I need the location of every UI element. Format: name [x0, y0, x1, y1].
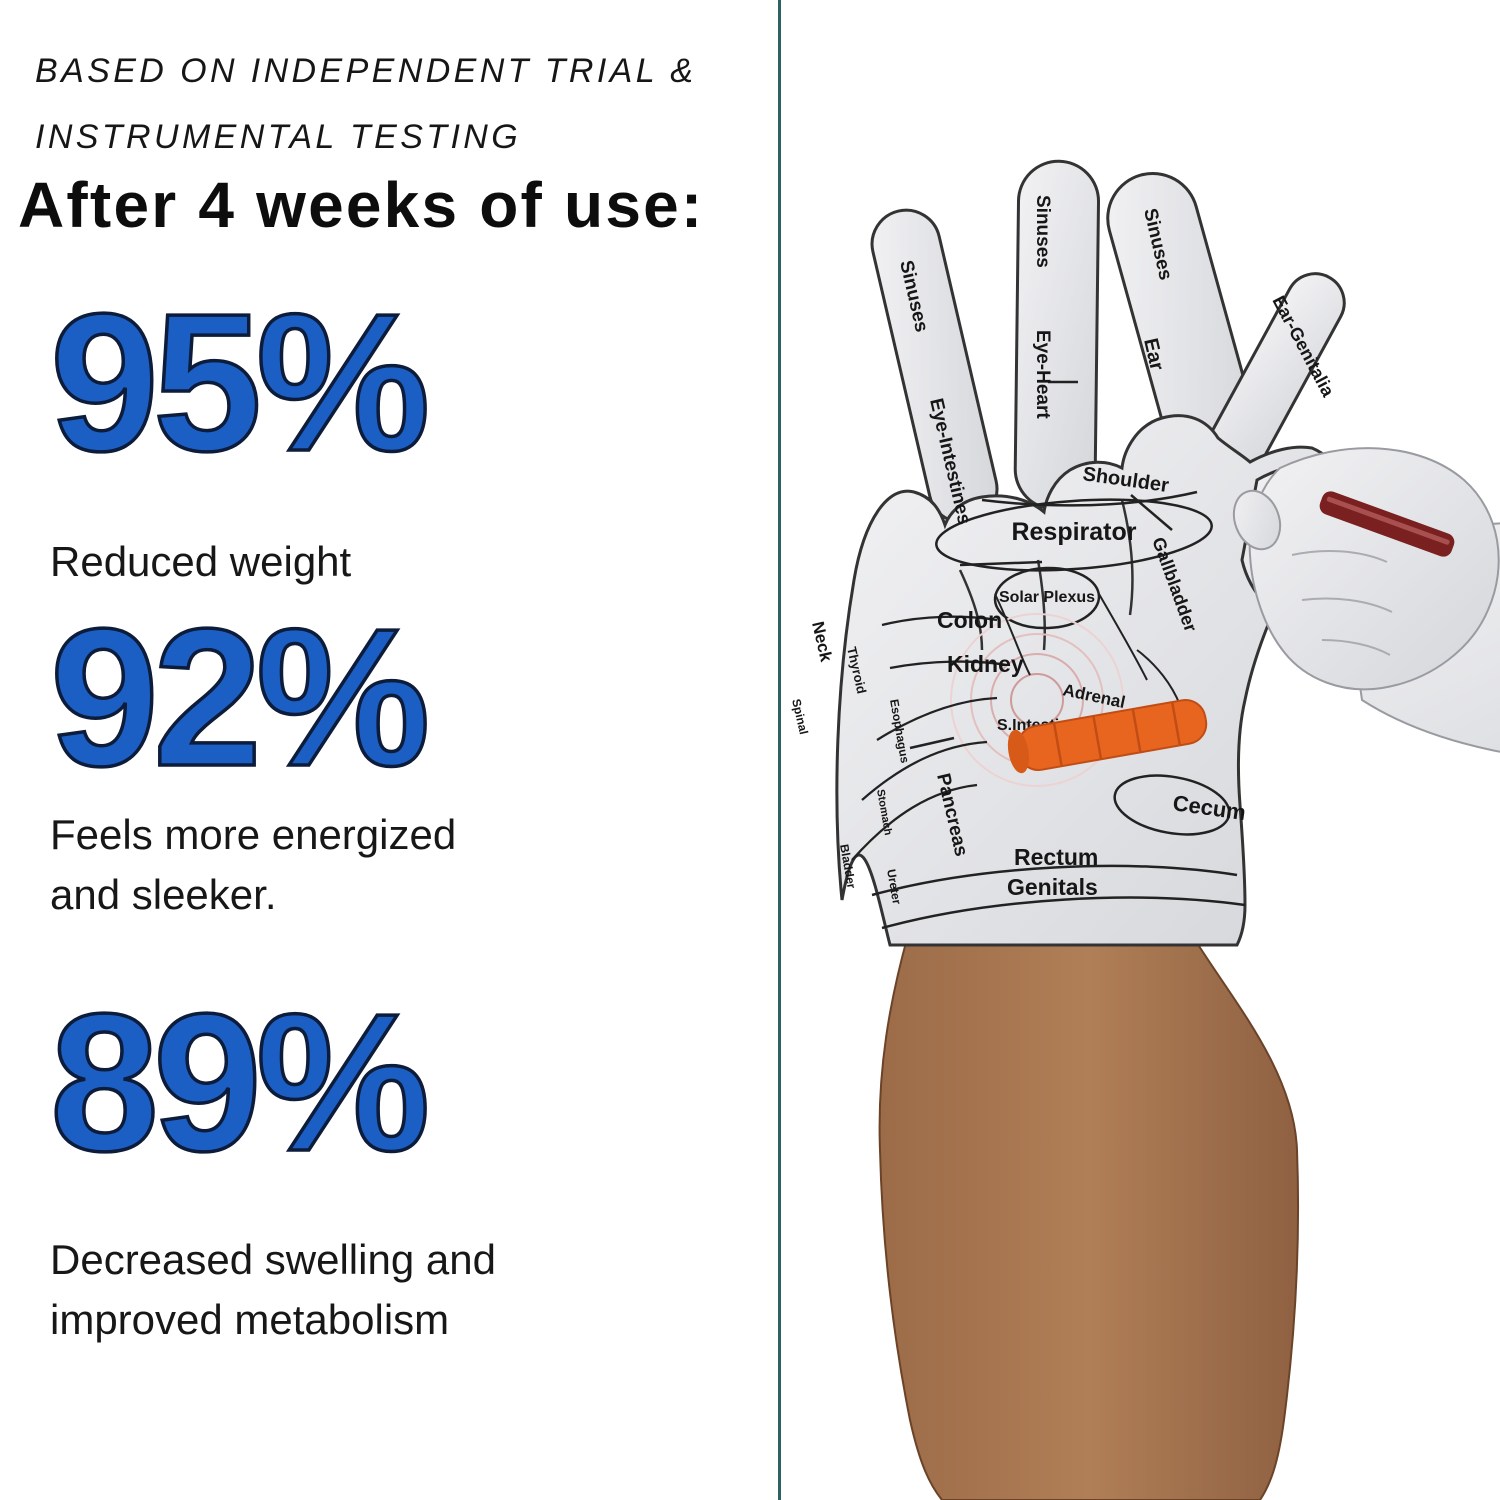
svg-text:Eye-Heart: Eye-Heart: [1032, 330, 1053, 419]
svg-text:Neck: Neck: [808, 620, 836, 664]
svg-text:Rectum: Rectum: [1014, 844, 1098, 870]
svg-text:Solar Plexus: Solar Plexus: [999, 589, 1095, 606]
svg-text:Respirator: Respirator: [1011, 518, 1136, 546]
svg-text:Spinal: Spinal: [789, 698, 811, 736]
svg-text:Colon: Colon: [937, 607, 1002, 633]
svg-text:Kidney: Kidney: [947, 651, 1024, 677]
svg-text:Genitals: Genitals: [1007, 874, 1098, 900]
svg-text:Sinuses: Sinuses: [1032, 195, 1053, 268]
